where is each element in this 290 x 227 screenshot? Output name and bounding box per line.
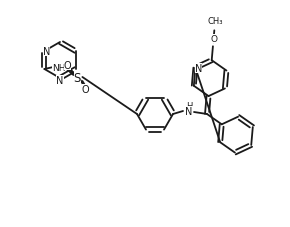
Text: O: O — [64, 61, 71, 71]
Text: S: S — [74, 71, 81, 84]
Text: N: N — [56, 76, 64, 86]
Text: H: H — [186, 101, 192, 110]
Text: N: N — [43, 47, 50, 57]
Text: N: N — [195, 64, 202, 74]
Text: O: O — [210, 35, 217, 44]
Text: O: O — [81, 85, 89, 95]
Text: NH: NH — [52, 63, 65, 72]
Text: CH₃: CH₃ — [207, 17, 223, 26]
Text: N: N — [185, 106, 193, 116]
